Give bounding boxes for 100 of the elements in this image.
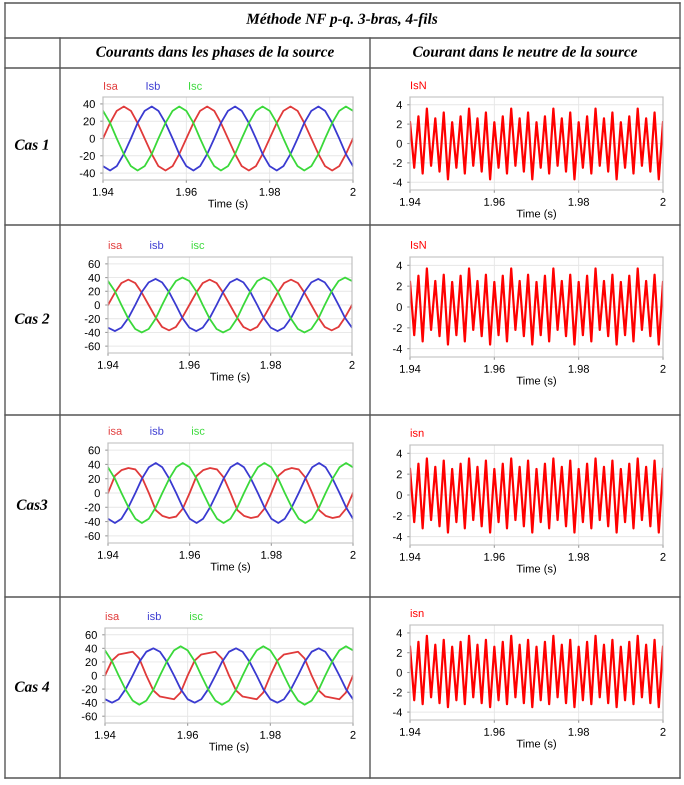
x-tick-label: 1.94 <box>400 728 420 736</box>
x-tick-label: 2 <box>660 198 666 206</box>
text: Courant dans le neutre de la source <box>413 46 638 57</box>
x-tick-label: 2 <box>350 730 356 739</box>
text: Cas 1 <box>14 140 48 150</box>
y-tick-label: 0 <box>396 668 402 677</box>
y-tick-label: -60 <box>82 712 97 720</box>
y-tick-label: 20 <box>84 117 95 126</box>
y-tick-label: 0 <box>396 140 402 148</box>
y-tick-label: 60 <box>86 631 97 639</box>
y-tick-label: -4 <box>392 178 402 186</box>
x-tick-label: 1.98 <box>261 550 282 559</box>
x-tick-label: 1.98 <box>260 188 280 196</box>
y-tick-label: -2 <box>392 159 402 167</box>
x-tick-label: 2 <box>660 364 666 373</box>
x-tick-label: 1.96 <box>180 550 200 559</box>
line-series <box>410 634 663 708</box>
x-tick-label: 2 <box>660 728 666 736</box>
y-tick-label: 40 <box>88 274 100 282</box>
text: isa <box>106 612 120 620</box>
text: isc <box>192 426 205 435</box>
y-tick-label: -20 <box>84 504 100 512</box>
series-label: isn <box>410 608 424 618</box>
y-tick-label: -4 <box>392 533 402 541</box>
y-tick-label: 60 <box>88 260 100 268</box>
x-axis-title: Time (s) <box>516 376 556 387</box>
x-tick-label: 2 <box>350 188 356 196</box>
text: isc <box>190 612 203 620</box>
x-tick-label: 2 <box>660 552 666 561</box>
x-tick-label: 1.94 <box>95 730 116 739</box>
text: Cas 4 <box>14 682 50 692</box>
x-tick-label: 1.96 <box>484 198 505 206</box>
text: isb <box>148 612 161 620</box>
x-tick-label: 1.96 <box>178 730 198 739</box>
x-tick-label: 1.98 <box>568 728 589 736</box>
text: isb <box>150 240 164 250</box>
text: Courants dans les phases de la source <box>96 46 334 60</box>
y-tick-label: 20 <box>86 658 97 666</box>
y-tick-label: 60 <box>88 446 100 454</box>
y-tick-label: 0 <box>90 134 95 143</box>
x-tick-label: 1.94 <box>400 552 420 561</box>
text: isb <box>150 426 164 435</box>
y-tick-label: -40 <box>82 698 97 707</box>
x-tick-label: 1.96 <box>484 364 505 373</box>
y-tick-label: 0 <box>396 303 402 312</box>
y-tick-label: 0 <box>92 672 97 680</box>
x-tick-label: 1.94 <box>400 364 420 373</box>
x-tick-label: 1.96 <box>176 188 197 196</box>
y-tick-label: -20 <box>82 685 97 694</box>
x-tick-label: 1.98 <box>568 364 589 373</box>
text: Méthode NF p-q. 3-bras, 4-fils <box>246 12 438 28</box>
x-axis-title: Time (s) <box>516 564 556 575</box>
x-tick-label: 2 <box>350 550 356 559</box>
x-axis-title: Time (s) <box>210 562 250 573</box>
y-tick-label: -40 <box>80 169 95 178</box>
y-tick-label: -20 <box>80 152 95 160</box>
y-tick-label: -40 <box>84 328 100 337</box>
x-tick-label: 1.96 <box>484 552 505 561</box>
series-label: IsN <box>411 81 426 90</box>
x-tick-label: 1.94 <box>98 550 118 559</box>
text: isc <box>192 240 204 250</box>
y-tick-label: 0 <box>94 489 100 498</box>
y-tick-label: -2 <box>392 688 402 696</box>
text: isa <box>108 426 122 435</box>
y-tick-label: -4 <box>392 708 402 716</box>
y-tick-label: -2 <box>392 512 402 520</box>
y-tick-label: 40 <box>85 644 97 652</box>
text: Cas3 <box>16 500 48 510</box>
x-axis-title: Time (s) <box>516 739 556 750</box>
x-tick-label: 1.96 <box>484 728 505 736</box>
y-tick-label: 4 <box>396 629 402 637</box>
x-axis-title: Time (s) <box>208 199 248 210</box>
y-tick-label: 40 <box>83 100 95 108</box>
text: isa <box>108 240 122 250</box>
line-series <box>410 267 663 346</box>
x-tick-label: 1.98 <box>260 360 281 369</box>
y-tick-label: 2 <box>396 282 402 290</box>
series-label: Isc <box>189 82 202 90</box>
x-tick-label: 1.94 <box>93 188 114 196</box>
x-axis-title: Time (s) <box>209 742 248 753</box>
y-tick-label: 20 <box>88 288 100 296</box>
x-tick-label: 1.98 <box>568 552 589 561</box>
y-tick-label: 20 <box>88 474 100 483</box>
y-tick-label: 0 <box>396 491 402 500</box>
line-series <box>103 106 353 172</box>
series-label: isn <box>410 428 424 437</box>
y-tick-label: -40 <box>84 518 100 526</box>
series-label: Isa <box>104 82 118 90</box>
x-tick-label: 1.98 <box>260 730 281 739</box>
y-tick-label: -60 <box>84 532 100 540</box>
series-label: Isb <box>146 82 160 90</box>
y-tick-label: 4 <box>396 101 402 109</box>
x-axis-title: Time (s) <box>516 209 556 220</box>
x-tick-label: 2 <box>349 360 355 369</box>
y-tick-label: 4 <box>396 262 402 270</box>
y-tick-label: -20 <box>84 314 100 323</box>
series-label: IsN <box>411 241 426 249</box>
x-tick-label: 1.94 <box>400 198 420 206</box>
text: Cas 2 <box>14 314 50 324</box>
x-axis-title: Time (s) <box>210 372 250 383</box>
